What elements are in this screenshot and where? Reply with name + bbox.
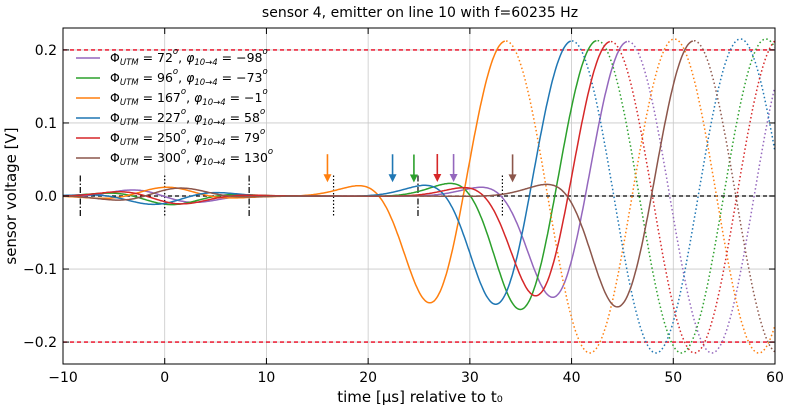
legend-label-0: ΦUTM = 72o, φ10→4 = −98o (110, 47, 268, 68)
x-tick-label: 40 (563, 370, 581, 386)
series-tail-0 (627, 40, 776, 354)
arrival-arrow-head-5 (508, 174, 517, 183)
series-tail-2 (505, 38, 776, 354)
legend-label-3: ΦUTM = 227o, φ10→4 = 58o (110, 107, 265, 128)
arrival-arrow-head-0 (449, 174, 458, 183)
legend-label-4: ΦUTM = 250o, φ10→4 = 79o (110, 127, 265, 148)
series-tail-1 (597, 38, 776, 354)
y-axis-ticks: −0.2 −0.1 0.0 0.1 0.2 (23, 43, 775, 351)
x-tick-label: 10 (258, 370, 276, 386)
y-axis-label: sensor voltage [V] (2, 127, 20, 264)
x-tick-label: 60 (766, 370, 784, 386)
signal-curves (62, 38, 776, 354)
arrival-arrow-head-3 (388, 174, 397, 183)
x-tick-label: −10 (48, 370, 78, 386)
y-tick-label: 0.2 (35, 43, 57, 59)
series-tail-3 (571, 38, 776, 354)
x-tick-label: 20 (359, 370, 377, 386)
y-tick-label: 0.0 (35, 189, 57, 205)
y-tick-label: −0.1 (23, 262, 57, 278)
y-tick-label: −0.2 (23, 335, 57, 351)
series-tail-5 (693, 39, 776, 353)
series-line-5 (63, 40, 694, 308)
x-tick-label: 30 (461, 370, 479, 386)
arrival-arrow-head-4 (433, 174, 442, 183)
x-tick-label: 50 (664, 370, 682, 386)
x-tick-label: 0 (160, 370, 169, 386)
series-tail-4 (610, 40, 776, 354)
legend-label-5: ΦUTM = 300o, φ10→4 = 130o (110, 147, 273, 168)
arrival-arrow-head-2 (323, 174, 332, 183)
x-axis-label: time [μs] relative to t₀ (337, 388, 503, 406)
legend-label-1: ΦUTM = 96o, φ10→4 = −73o (110, 67, 268, 88)
x-axis-ticks: −10 0 10 20 30 40 50 60 (48, 28, 784, 386)
y-tick-label: 0.1 (35, 116, 57, 132)
legend-label-2: ΦUTM = 167o, φ10→4 = −1o (110, 87, 268, 108)
arrival-arrow-head-1 (409, 174, 418, 183)
chart-title: sensor 4, emitter on line 10 with f=6023… (262, 5, 578, 21)
arrival-arrows (323, 154, 517, 183)
